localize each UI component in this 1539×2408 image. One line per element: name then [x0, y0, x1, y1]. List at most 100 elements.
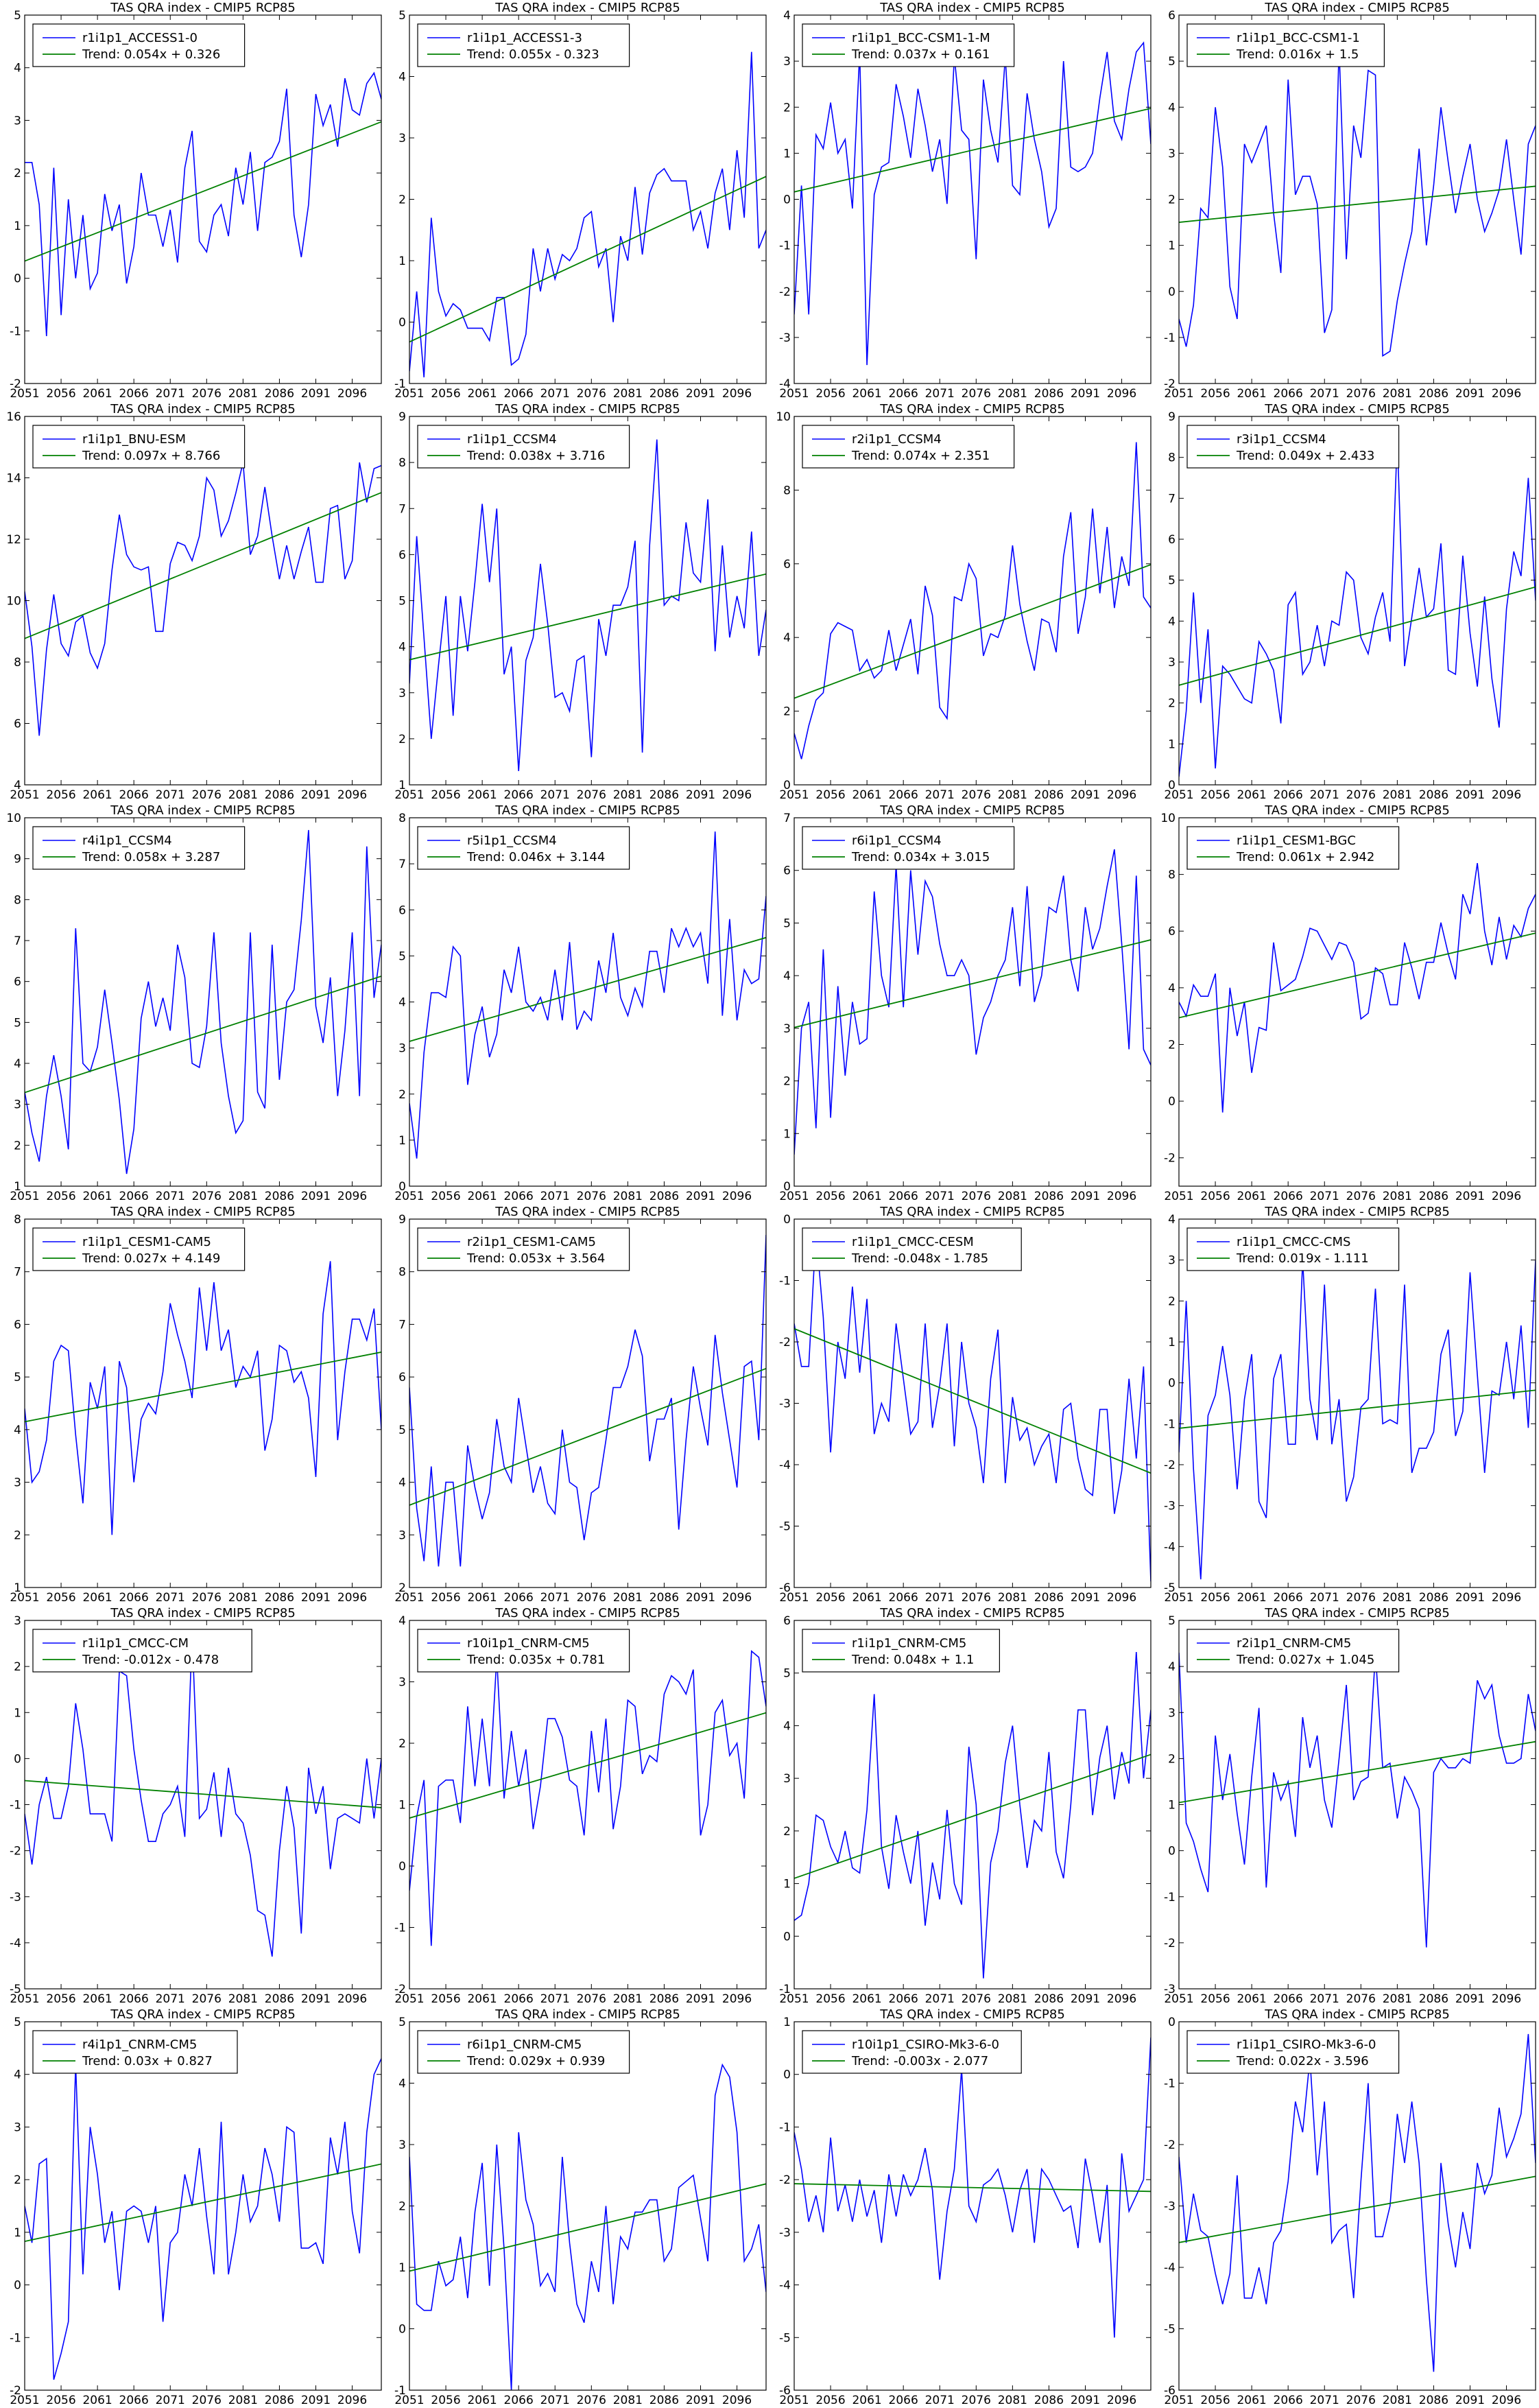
y-tick-label: 1 [398, 779, 406, 792]
x-tick-label: 2076 [192, 1591, 222, 1605]
y-tick-label: 4 [14, 779, 21, 792]
axes-frame [24, 2021, 382, 2391]
x-tick-label: 2061 [467, 788, 497, 802]
x-tick-label: 2056 [46, 2394, 75, 2407]
y-tick-label: 0 [14, 272, 21, 286]
y-tick-label: -2 [394, 1983, 406, 1996]
data-series-line [409, 2063, 766, 2390]
x-tick-label: 2081 [1383, 788, 1412, 802]
chart-title: TAS QRA index - CMIP5 RCP85 [879, 1205, 1065, 1219]
legend-label-data: r1i1p1_BNU-ESM [82, 432, 186, 447]
x-tick-label: 2076 [577, 387, 606, 401]
data-series-line [409, 1234, 766, 1567]
chart-title: TAS QRA index - CMIP5 RCP85 [494, 2007, 680, 2022]
axes-frame [409, 1218, 767, 1588]
y-tick-label: -3 [779, 1397, 791, 1411]
x-tick-label: 2091 [686, 788, 715, 802]
x-tick-label: 2071 [156, 387, 185, 401]
y-tick-label: 1 [14, 1581, 21, 1595]
x-tick-label: 2091 [301, 1591, 331, 1605]
x-tick-label: 2096 [722, 1591, 752, 1605]
x-tick-label: 2071 [1310, 1992, 1339, 2006]
data-series-line [1179, 1260, 1536, 1580]
axes-frame [1178, 2021, 1536, 2391]
data-series-line [794, 41, 1151, 366]
chart-title: TAS QRA index - CMIP5 RCP85 [110, 803, 296, 818]
legend-label-trend: Trend: 0.058x + 3.287 [82, 850, 220, 864]
y-tick-label: 8 [783, 484, 791, 497]
x-tick-label: 2086 [265, 1591, 294, 1605]
y-tick-label: 2 [1168, 1752, 1176, 1766]
legend-label-trend: Trend: -0.012x - 0.478 [82, 1653, 219, 1667]
x-tick-label: 2076 [192, 1992, 222, 2006]
x-tick-label: 2066 [504, 1190, 534, 1203]
legend-label-trend: Trend: 0.034x + 3.015 [851, 850, 990, 864]
x-tick-label: 2051 [394, 788, 424, 802]
trend-line [1179, 2175, 1536, 2243]
x-tick-label: 2071 [540, 387, 570, 401]
axes-frame [409, 14, 767, 384]
legend-label-data: r10i1p1_CNRM-CM5 [467, 1636, 590, 1651]
x-tick-label: 2066 [1274, 1591, 1303, 1605]
y-tick-label: -4 [10, 1937, 21, 1950]
x-tick-label: 2091 [1455, 788, 1485, 802]
y-tick-label: 12 [6, 533, 21, 547]
x-tick-label: 2071 [925, 2394, 955, 2407]
y-tick-label: -2 [10, 2384, 21, 2398]
x-tick-label: 2071 [1310, 387, 1339, 401]
data-series-line [1179, 47, 1536, 357]
x-tick-label: 2061 [82, 387, 112, 401]
x-tick-label: 2091 [301, 1992, 331, 2006]
legend-box [417, 1227, 630, 1271]
y-tick-label: 8 [398, 812, 406, 825]
x-tick-label: 2071 [540, 1190, 570, 1203]
x-tick-label: 2066 [889, 2394, 918, 2407]
legend-box [32, 1227, 246, 1271]
y-tick-label: -1 [1164, 1417, 1176, 1431]
data-series-line [1179, 436, 1536, 777]
legend-label-data: r3i1p1_CCSM4 [1237, 432, 1326, 447]
axes-frame [24, 14, 382, 384]
data-series-line [25, 462, 381, 736]
axes-frame [409, 1620, 767, 1990]
x-tick-label: 2056 [46, 1591, 75, 1605]
y-tick-label: 3 [1168, 147, 1176, 161]
data-series-line [25, 1261, 381, 1535]
y-tick-label: 8 [398, 456, 406, 470]
x-tick-label: 2081 [613, 387, 643, 401]
data-series-line [409, 831, 766, 1159]
y-tick-label: 10 [6, 595, 21, 609]
y-tick-label: 1 [14, 220, 21, 233]
x-tick-label: 2076 [1346, 788, 1376, 802]
axes-frame [1178, 416, 1536, 786]
legend-box [1186, 826, 1400, 870]
x-tick-label: 2081 [998, 387, 1027, 401]
x-tick-label: 2071 [925, 387, 955, 401]
x-tick-label: 2066 [1274, 788, 1303, 802]
y-tick-label: 8 [1168, 451, 1176, 465]
y-tick-label: -4 [1164, 1540, 1176, 1554]
legend-label-trend: Trend: 0.049x + 2.433 [1236, 449, 1374, 463]
axes-frame [24, 817, 382, 1187]
y-tick-label: 2 [1168, 193, 1176, 207]
y-tick-label: 6 [1168, 9, 1176, 23]
x-tick-label: 2086 [1034, 387, 1064, 401]
x-tick-label: 2051 [1164, 387, 1193, 401]
y-tick-label: 5 [398, 949, 406, 963]
x-tick-label: 2066 [1274, 2394, 1303, 2407]
legend-box [1186, 1227, 1400, 1271]
y-tick-label: 4 [398, 1476, 406, 1490]
x-tick-label: 2056 [1200, 387, 1230, 401]
y-tick-label: -2 [1164, 1937, 1176, 1950]
legend-box [802, 826, 1015, 870]
x-tick-label: 2081 [228, 387, 258, 401]
legend-box [32, 23, 246, 67]
y-tick-label: -1 [1164, 2077, 1176, 2091]
legend-box [1186, 425, 1400, 469]
x-tick-label: 2071 [1310, 788, 1339, 802]
y-tick-label: 4 [783, 9, 791, 23]
x-tick-label: 2051 [1164, 1190, 1193, 1203]
